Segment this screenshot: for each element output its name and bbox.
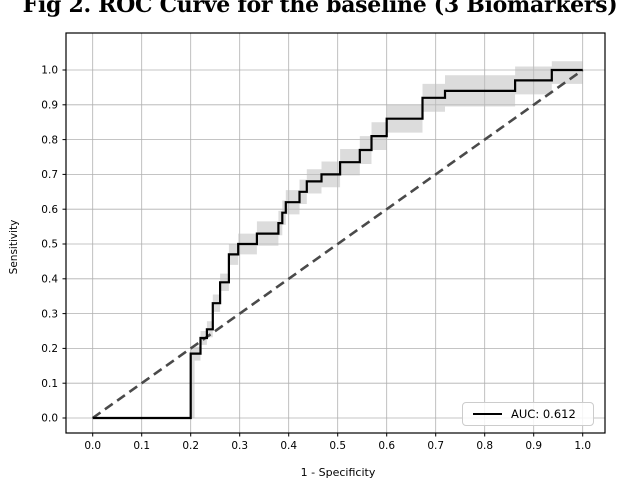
y-tick-label: 1.0 (41, 65, 58, 77)
legend-line-sample (473, 413, 502, 415)
y-tick-label: 0.6 (41, 204, 58, 216)
x-ticks (92, 433, 584, 437)
x-tick-label: 0.6 (378, 440, 395, 452)
y-ticks (62, 69, 66, 419)
x-tick-labels: 0.0 0.1 0.2 0.3 0.4 0.5 0.6 0.7 0.8 0.9 1.0 (84, 440, 591, 452)
x-tick-label: 0.3 (231, 440, 248, 452)
y-tick-label: 0.2 (41, 343, 58, 355)
y-tick-label: 0.0 (41, 413, 58, 425)
legend-auc-label: AUC: 0.612 (511, 407, 576, 421)
x-tick-label: 0.5 (329, 440, 346, 452)
y-tick-label: 0.7 (41, 169, 58, 181)
chance-diagonal-line (91, 68, 584, 420)
x-tick-label: 0.0 (84, 440, 101, 452)
axes-box (65, 32, 606, 434)
x-tick-label: 0.2 (182, 440, 199, 452)
y-tick-label: 0.5 (41, 239, 58, 251)
x-axis-label: 1 - Specificity (300, 466, 376, 479)
y-tick-labels: 0.0 0.1 0.2 0.3 0.4 0.5 0.6 0.7 0.8 0.9 1.0 (41, 65, 58, 425)
figure-title: Fig 2. ROC Curve for the baseline (3 Bio… (22, 0, 618, 18)
x-tick-label: 1.0 (574, 440, 591, 452)
y-tick-label: 0.8 (41, 134, 58, 146)
x-tick-label: 0.9 (525, 440, 542, 452)
y-tick-label: 0.3 (41, 308, 58, 320)
y-tick-label: 0.1 (41, 378, 58, 390)
y-tick-label: 0.9 (41, 100, 58, 112)
x-tick-label: 0.7 (427, 440, 444, 452)
x-tick-label: 0.4 (280, 440, 297, 452)
legend-box: AUC: 0.612 (462, 402, 594, 426)
x-tick-label: 0.8 (476, 440, 493, 452)
x-tick-label: 0.1 (133, 440, 150, 452)
roc-curve (92, 68, 583, 420)
y-axis-label: Sensitivity (8, 219, 20, 275)
y-tick-label: 0.4 (41, 274, 58, 286)
